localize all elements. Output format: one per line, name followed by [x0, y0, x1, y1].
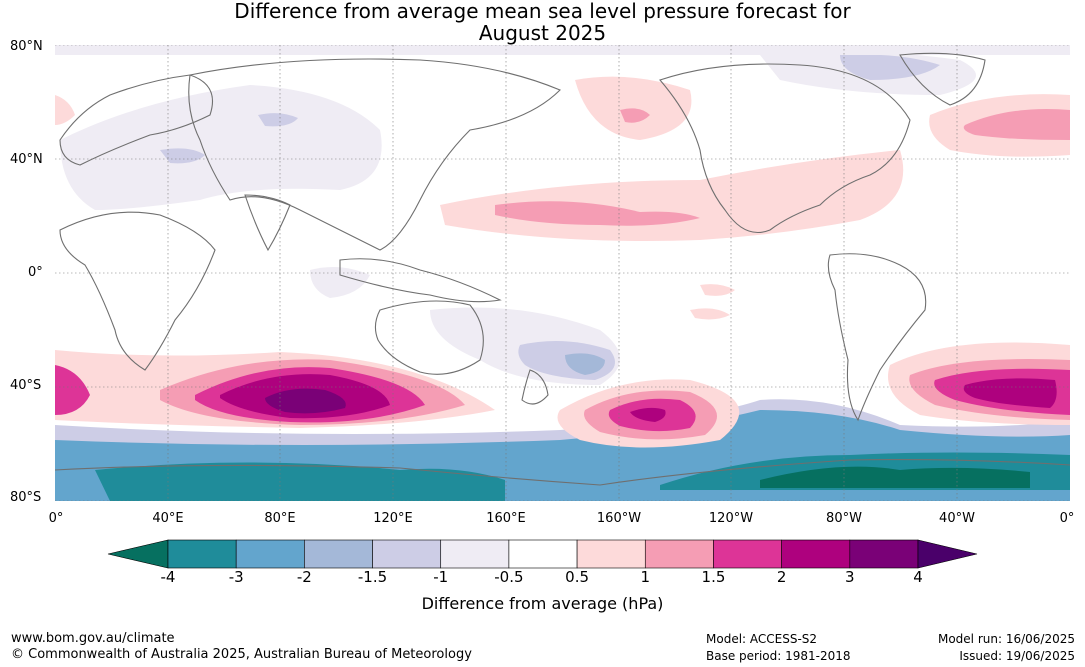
antarctic-darkteal — [760, 466, 1030, 488]
footer-model: Model: ACCESS-S2 — [706, 632, 818, 646]
y-tick-0: 0° — [28, 265, 43, 280]
colorbar-tick-label: -4 — [160, 568, 176, 586]
colorbar-tick-label: -1.5 — [357, 568, 388, 586]
nh-pos-alaska-core — [620, 108, 650, 123]
nh-pos-east-pacific-small — [700, 284, 735, 296]
colorbar-tick-label: -0.5 — [494, 568, 524, 586]
footer-copyright: © Commonwealth of Australia 2025, Austra… — [11, 647, 472, 662]
colorbar-segment — [235, 539, 305, 569]
colorbar-arrow-low — [107, 539, 169, 569]
chart-title: Difference from average mean sea level p… — [0, 0, 1085, 44]
footer-model-run: Model run: 16/06/2025 — [937, 632, 1075, 646]
sh-pos-indian-core — [265, 388, 346, 414]
nh-pos-alaska-light — [575, 76, 692, 140]
africa-outline — [59, 211, 216, 371]
pressure-anomaly-map — [55, 45, 1070, 501]
colorbar-segment — [372, 539, 442, 569]
footer-issued: Issued: 19/06/2025 — [959, 649, 1075, 663]
colorbar-segment — [440, 539, 510, 569]
colorbar-label: Difference from average (hPa) — [421, 594, 664, 613]
colorbar-tick-label: -1 — [433, 568, 449, 586]
x-tick-0-left: 0° — [48, 511, 64, 526]
footer-url: www.bom.gov.au/climate — [11, 631, 175, 646]
sh-pos-pacific-core — [630, 407, 666, 422]
colorbar-tick-label: -2 — [296, 568, 312, 586]
x-tick-80e: 80°E — [264, 511, 296, 526]
y-tick-40s: 40°S — [10, 378, 42, 393]
colorbar — [107, 539, 978, 569]
colorbar-segment — [167, 539, 237, 569]
nh-neg-top-band — [55, 45, 1070, 55]
y-tick-80s: 80°S — [10, 490, 42, 505]
south-america-outline — [827, 253, 927, 422]
y-tick-80n: 80°N — [10, 39, 43, 54]
title-line-2: August 2025 — [478, 21, 607, 45]
nh-pos-east-pacific-small2 — [690, 308, 730, 320]
india-outline — [244, 194, 291, 252]
colorbar-segment — [713, 539, 782, 569]
maritime-se-asia-outline — [339, 258, 502, 303]
x-tick-120w: 120°W — [708, 511, 754, 526]
nh-pos-atlantic-pink — [963, 109, 1070, 140]
colorbar-tick-label: 0.5 — [565, 568, 590, 586]
sh-pos-atlantic-deep — [963, 378, 1057, 408]
colorbar-segment — [576, 539, 646, 569]
asia-outline — [188, 58, 561, 251]
colorbar-segment — [304, 539, 373, 569]
sh-neg-indian-small — [310, 266, 370, 298]
title-line-1: Difference from average mean sea level p… — [234, 0, 851, 23]
gridlines — [55, 45, 1070, 501]
newzealand-outline — [521, 369, 549, 405]
coastlines — [55, 52, 1070, 486]
nh-pos-europe-small — [55, 95, 75, 125]
greenland-outline — [899, 52, 986, 106]
colorbar-tick-label: 3 — [845, 568, 855, 586]
sh-neg-tasman-core — [565, 353, 605, 375]
x-tick-160w: 160°W — [596, 511, 642, 526]
sh-pos-left-pink — [55, 365, 90, 415]
antarctica-outline — [55, 459, 1070, 486]
colorbar-segment — [644, 539, 714, 569]
europe-outline — [59, 74, 214, 166]
colorbar-segment — [508, 539, 578, 569]
x-tick-80w: 80°W — [826, 511, 862, 526]
nh-neg-eurasia — [60, 85, 382, 210]
colorbar-tick-label: 2 — [776, 568, 787, 586]
colorbar-segment — [781, 539, 851, 569]
colorbar-tick-label: -3 — [228, 568, 244, 586]
colorbar-segment — [849, 539, 919, 569]
x-tick-0-right: 0° — [1059, 511, 1075, 526]
x-tick-160e: 160°E — [486, 511, 526, 526]
footer-base-period: Base period: 1981-2018 — [706, 649, 851, 663]
nh-neg-eurasia-spot2 — [160, 148, 205, 164]
x-tick-40w: 40°W — [939, 511, 975, 526]
colorbar-tick-label: 4 — [913, 568, 923, 586]
colorbar-arrow-high — [917, 539, 978, 569]
australia-outline — [374, 300, 484, 375]
antarctic-teal-left — [95, 462, 505, 501]
nh-pos-pacific-pink — [495, 201, 700, 226]
x-tick-120e: 120°E — [373, 511, 413, 526]
nh-neg-arctic-core — [840, 54, 940, 80]
nh-neg-eurasia-spot1 — [258, 113, 298, 127]
colorbar-tick-label: 1.5 — [701, 568, 726, 586]
x-tick-40e: 40°E — [152, 511, 184, 526]
y-tick-40n: 40°N — [10, 152, 43, 167]
colorbar-tick-label: 1 — [640, 568, 651, 586]
north-america-outline — [659, 63, 911, 234]
